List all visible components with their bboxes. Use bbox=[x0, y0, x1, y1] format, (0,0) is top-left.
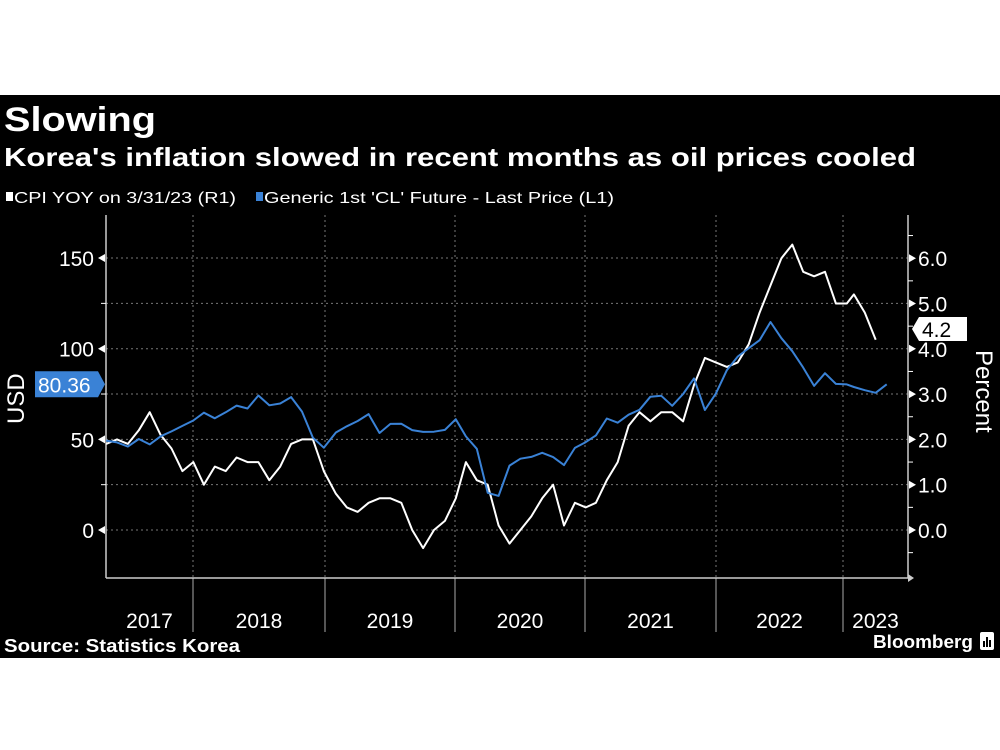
left-tick-marker-icon bbox=[98, 526, 105, 534]
x-tick-label: 2020 bbox=[497, 610, 544, 633]
legend-label-cpi: CPI YOY on 3/31/23 (R1) bbox=[14, 190, 236, 207]
cpi-last-value-label: 4.2 bbox=[922, 319, 951, 342]
chart-background bbox=[0, 95, 1000, 658]
x-tick-label: 2019 bbox=[367, 610, 414, 633]
left-tick-label: 150 bbox=[59, 248, 94, 271]
legend-label-oil: Generic 1st 'CL' Future - Last Price (L1… bbox=[264, 190, 614, 207]
bloomberg-logo-icon bbox=[980, 632, 994, 650]
right-tick-label: 4.0 bbox=[918, 339, 947, 362]
legend: CPI YOY on 3/31/23 (R1) Generic 1st 'CL'… bbox=[6, 190, 614, 207]
right-tick-label: 5.0 bbox=[918, 294, 947, 317]
right-tick-marker-icon bbox=[909, 344, 916, 353]
x-tick-label: 2017 bbox=[126, 610, 173, 633]
right-tick-marker-icon bbox=[909, 299, 916, 308]
left-tick-label: 100 bbox=[59, 339, 94, 362]
right-axis-label: Percent bbox=[970, 350, 997, 433]
cpi-line bbox=[105, 243, 877, 550]
oil-last-value-label: 80.36 bbox=[38, 374, 91, 397]
left-tick-marker-icon bbox=[98, 254, 105, 263]
right-tick-marker-icon bbox=[909, 390, 916, 399]
left-tick-marker-icon bbox=[98, 344, 105, 353]
left-tick-label: 0 bbox=[82, 520, 94, 543]
bloomberg-logo: Bloomberg bbox=[873, 632, 973, 652]
left-tick-marker-icon bbox=[98, 435, 105, 444]
right-tick-label: 6.0 bbox=[918, 248, 947, 271]
right-tick-marker-icon bbox=[909, 254, 916, 263]
x-axis-arrow-icon bbox=[908, 574, 914, 582]
chart-subtitle: Korea's inflation slowed in recent month… bbox=[4, 142, 916, 172]
right-tick-label: 0.0 bbox=[918, 520, 947, 543]
cpi-last-value-badge bbox=[912, 317, 967, 341]
oil-price-line bbox=[105, 321, 888, 497]
left-tick-label: 50 bbox=[71, 429, 94, 452]
right-tick-label: 3.0 bbox=[918, 384, 947, 407]
right-tick-marker-icon bbox=[909, 526, 916, 534]
x-tick-label: 2018 bbox=[236, 610, 283, 633]
x-tick-label: 2021 bbox=[627, 610, 674, 633]
right-tick-marker-icon bbox=[909, 435, 916, 444]
legend-swatch-oil bbox=[256, 192, 263, 201]
chart-title: Slowing bbox=[4, 101, 156, 139]
right-tick-label: 2.0 bbox=[918, 429, 947, 452]
right-tick-label: 1.0 bbox=[918, 475, 947, 498]
right-tick-marker-icon bbox=[909, 480, 916, 489]
legend-swatch-cpi bbox=[6, 192, 13, 201]
oil-last-value-badge bbox=[35, 371, 105, 398]
x-tick-label: 2023 bbox=[852, 610, 899, 633]
x-tick-label: 2022 bbox=[756, 610, 803, 633]
left-axis-label: USD bbox=[3, 373, 30, 424]
source-note: Source: Statistics Korea bbox=[4, 636, 241, 656]
